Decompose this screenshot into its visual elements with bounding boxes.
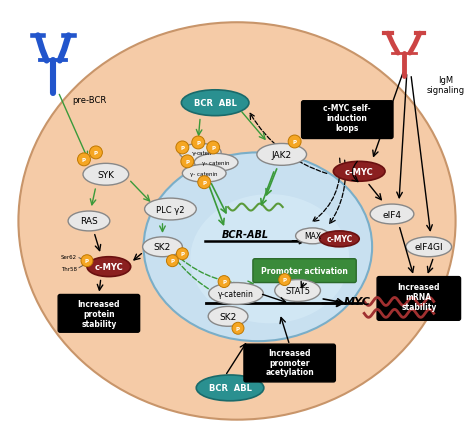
Ellipse shape [208,307,248,326]
Text: SK2: SK2 [219,312,237,321]
Circle shape [90,147,102,160]
Text: c-MYC: c-MYC [326,235,353,244]
Text: γ- catenin: γ- catenin [202,160,230,166]
Circle shape [232,322,244,335]
Ellipse shape [68,212,110,231]
Text: Increased: Increased [78,299,120,308]
Text: BCR  ABL: BCR ABL [194,99,237,108]
Text: promoter: promoter [269,358,310,367]
Ellipse shape [196,375,264,401]
Text: acetylation: acetylation [265,368,314,377]
Ellipse shape [370,205,414,224]
Text: PLC γ2: PLC γ2 [156,205,185,214]
Ellipse shape [333,162,385,182]
Ellipse shape [182,165,226,183]
FancyBboxPatch shape [253,259,356,283]
Circle shape [207,141,219,154]
Circle shape [181,156,194,169]
Ellipse shape [144,153,372,341]
Ellipse shape [296,228,329,244]
Text: P: P [94,150,98,156]
Text: IgM: IgM [438,76,453,85]
Text: P: P [82,157,86,163]
Text: stability: stability [401,302,437,311]
Circle shape [198,176,210,189]
Text: MYC: MYC [344,297,371,307]
Ellipse shape [257,144,307,166]
Text: MAX: MAX [304,232,321,241]
Text: P: P [171,258,174,264]
Circle shape [176,141,189,154]
FancyBboxPatch shape [377,277,461,321]
Text: pre-BCR: pre-BCR [72,96,106,105]
Text: P: P [196,141,200,146]
Circle shape [166,255,178,267]
Text: P: P [180,252,184,257]
Text: STAT5: STAT5 [285,286,310,295]
Text: BCR-ABL: BCR-ABL [221,229,268,240]
Ellipse shape [83,164,129,186]
Ellipse shape [194,154,238,172]
Text: eIF4: eIF4 [383,210,401,219]
Ellipse shape [18,23,456,420]
Text: SK2: SK2 [154,243,171,252]
Text: Ser62: Ser62 [61,255,77,260]
Ellipse shape [182,91,249,117]
Text: mRNA: mRNA [406,292,432,301]
Ellipse shape [145,199,196,221]
Text: Promoter activation: Promoter activation [261,267,348,276]
Ellipse shape [87,257,131,277]
Text: P: P [292,140,297,144]
Ellipse shape [179,144,221,162]
Text: RAS: RAS [80,217,98,226]
Circle shape [279,274,291,286]
Ellipse shape [319,231,359,247]
Text: c-MYC self-: c-MYC self- [323,104,371,113]
Circle shape [78,154,91,166]
Text: P: P [180,146,184,150]
Text: P: P [283,277,287,283]
Ellipse shape [143,237,182,257]
Text: P: P [222,280,226,284]
Text: γ-: γ- [192,150,198,156]
Text: eIF4GI: eIF4GI [414,243,443,252]
Text: P: P [202,180,206,185]
Circle shape [192,137,205,150]
FancyBboxPatch shape [244,344,336,382]
FancyBboxPatch shape [301,101,393,139]
Text: P: P [185,160,189,164]
Text: γ-catenin: γ-catenin [218,289,254,298]
Text: c-MYC: c-MYC [345,167,374,176]
Text: JAK2: JAK2 [272,150,292,160]
FancyBboxPatch shape [58,295,140,332]
Text: BCR  ABL: BCR ABL [209,384,252,393]
Text: caten: caten [196,150,212,156]
Ellipse shape [190,195,349,323]
Circle shape [288,136,301,149]
Circle shape [218,276,230,288]
Text: γ- catenin: γ- catenin [191,172,218,176]
Ellipse shape [406,237,452,257]
Text: Increased: Increased [268,348,311,357]
Text: P: P [211,146,215,150]
Text: Increased: Increased [398,283,440,292]
Text: signaling: signaling [427,86,465,95]
Text: SYK: SYK [97,170,114,179]
Text: induction: induction [327,114,368,123]
Circle shape [81,255,93,267]
Ellipse shape [209,283,264,305]
Text: c-MYC: c-MYC [94,263,123,271]
Circle shape [176,248,188,260]
Text: loops: loops [336,124,359,133]
Ellipse shape [275,280,320,302]
Text: stability: stability [81,319,117,328]
Text: P: P [85,258,89,264]
Text: protein: protein [83,309,115,318]
Text: Thr58: Thr58 [61,267,77,271]
Text: P: P [236,326,240,331]
